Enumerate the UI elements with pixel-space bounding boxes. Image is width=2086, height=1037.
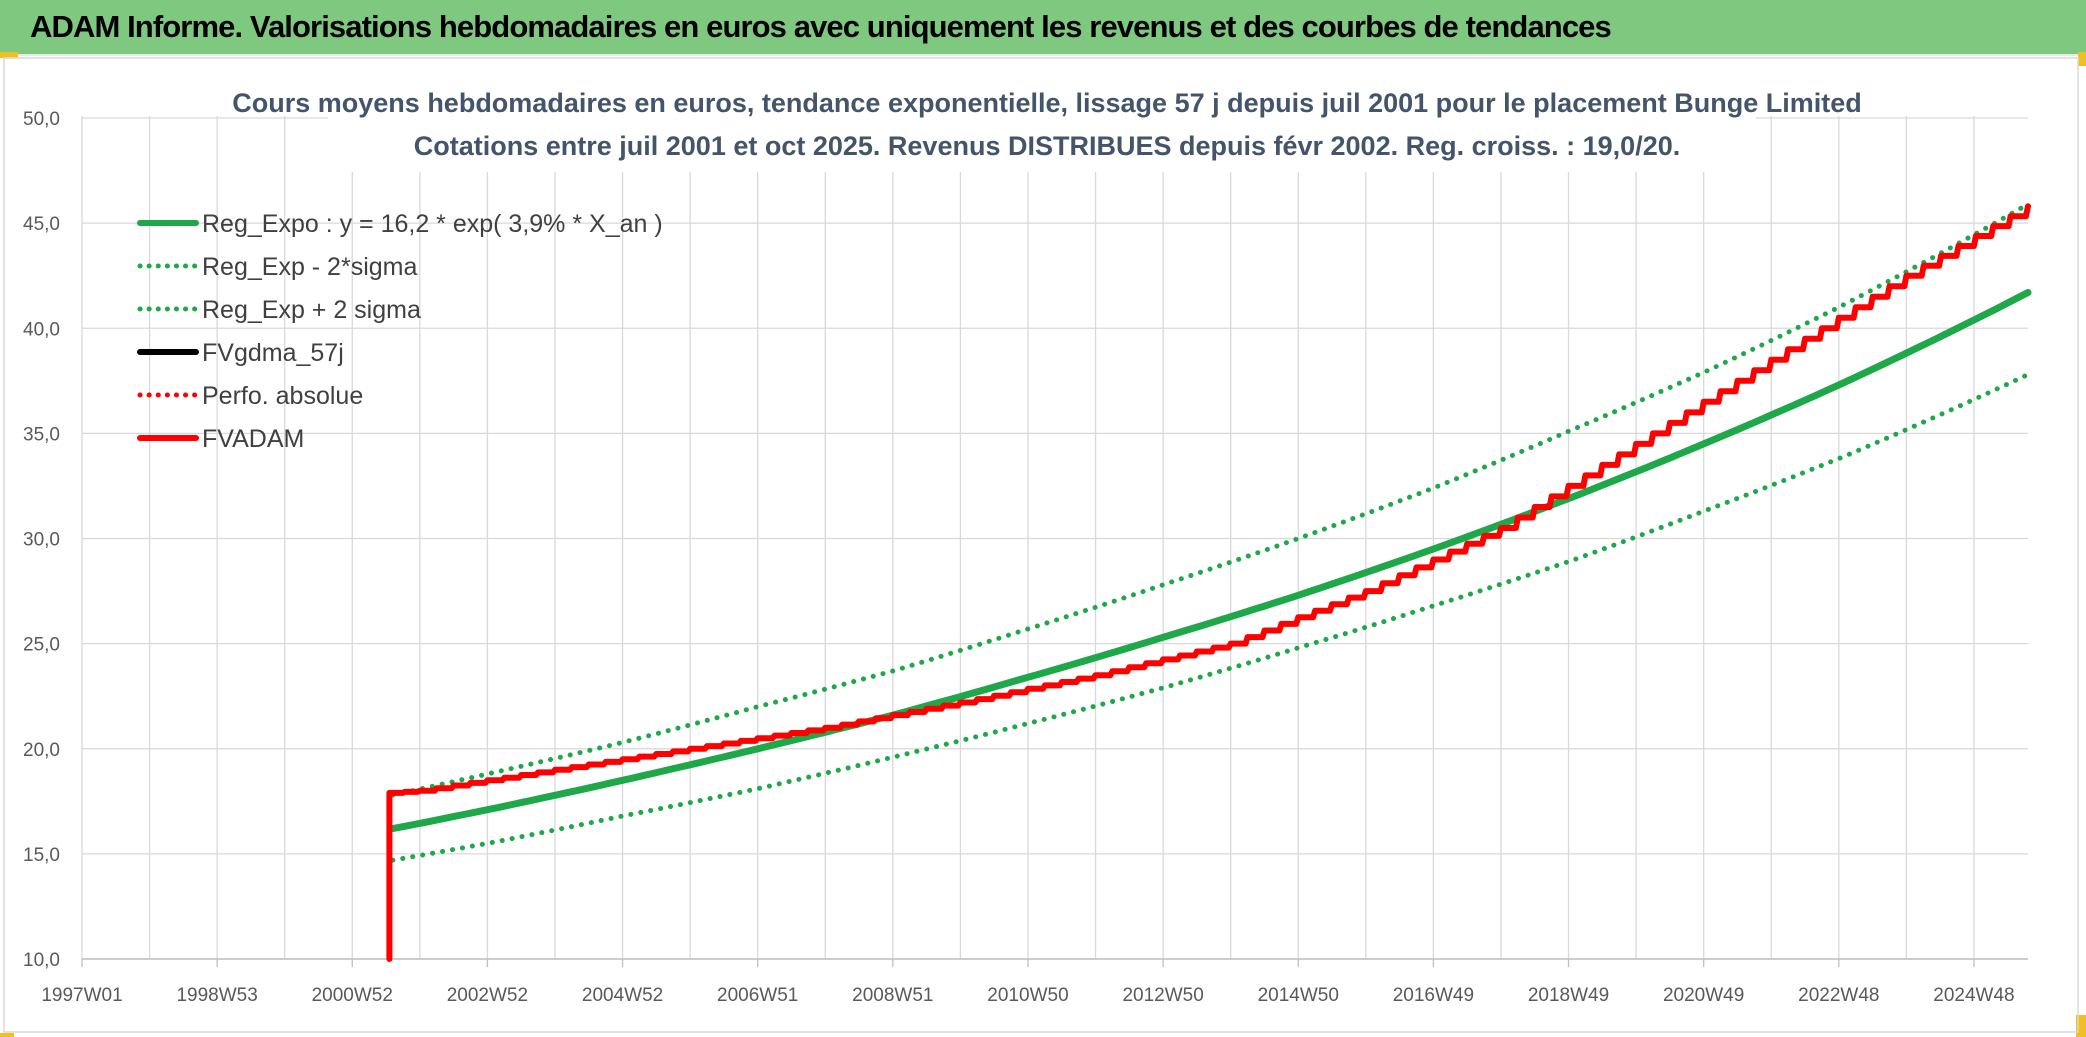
x-tick-label: 2006W51 [717, 985, 798, 1006]
chart-series [386, 201, 2032, 962]
x-tick-label: 1997W01 [41, 985, 122, 1006]
x-tick-label: 2016W49 [1393, 985, 1474, 1006]
corner-marker [0, 1033, 14, 1037]
legend-label: Reg_Exp - 2*sigma [202, 253, 417, 281]
legend-label: Reg_Exp + 2 sigma [202, 296, 421, 324]
chart-gridlines [81, 116, 2028, 960]
corner-marker [0, 52, 18, 58]
y-tick-label: 45,0 [23, 214, 60, 235]
report-title: ADAM Informe. Valorisations hebdomadaire… [30, 9, 1612, 44]
series-line-2 [390, 201, 2031, 798]
corner-marker [2078, 52, 2086, 66]
x-tick-label: 2004W52 [582, 985, 663, 1006]
chart-legend: Reg_Expo : y = 16,2 * exp( 3,9% * X_an )… [137, 210, 663, 453]
corner-marker [2076, 1015, 2086, 1037]
x-tick-label: 2008W51 [852, 985, 933, 1006]
x-tick-label: 2022W48 [1798, 985, 1879, 1006]
series-line-5 [386, 203, 2031, 962]
legend-label: Reg_Expo : y = 16,2 * exp( 3,9% * X_an ) [202, 210, 663, 238]
x-tick-label: 1998W53 [176, 985, 257, 1006]
y-tick-label: 15,0 [23, 845, 60, 866]
x-tick-label: 2002W52 [447, 985, 528, 1006]
y-tick-label: 20,0 [23, 740, 60, 761]
chart-ticks: 10,0 15,0 20,0 25,0 30,0 35,0 40,0 45,0 50,0 1997… [23, 109, 2015, 1006]
y-tick-label: 35,0 [23, 424, 60, 445]
series-line-0 [389, 289, 2032, 833]
legend-label: FVgdma_57j [202, 339, 344, 367]
y-tick-label: 25,0 [23, 635, 60, 656]
legend-label: Perfo. absolue [202, 382, 363, 410]
x-tick-label: 2010W50 [987, 985, 1068, 1006]
y-tick-label: 50,0 [23, 109, 60, 130]
x-tick-label: 2024W48 [1933, 985, 2014, 1006]
chart-title-box: Cours moyens hebdomadaires en euros, ten… [232, 82, 1862, 172]
x-tick-label: 2000W52 [312, 985, 393, 1006]
x-tick-label: 2018W49 [1528, 985, 1609, 1006]
x-tick-label: 2012W50 [1122, 985, 1203, 1006]
y-tick-label: 40,0 [23, 319, 60, 340]
series-line-1 [390, 372, 2031, 863]
chart-title-line-1: Cours moyens hebdomadaires en euros, ten… [232, 88, 1861, 118]
report-header-bar: ADAM Informe. Valorisations hebdomadaire… [0, 0, 2086, 56]
y-tick-label: 10,0 [23, 950, 60, 971]
chart-title-line-2: Cotations entre juil 2001 et oct 2025. R… [414, 131, 1680, 161]
y-tick-label: 30,0 [23, 530, 60, 551]
chart-border [3, 57, 2079, 1033]
x-tick-label: 2014W50 [1258, 985, 1339, 1006]
x-tick-label: 2020W49 [1663, 985, 1744, 1006]
legend-label: FVADAM [202, 425, 304, 453]
